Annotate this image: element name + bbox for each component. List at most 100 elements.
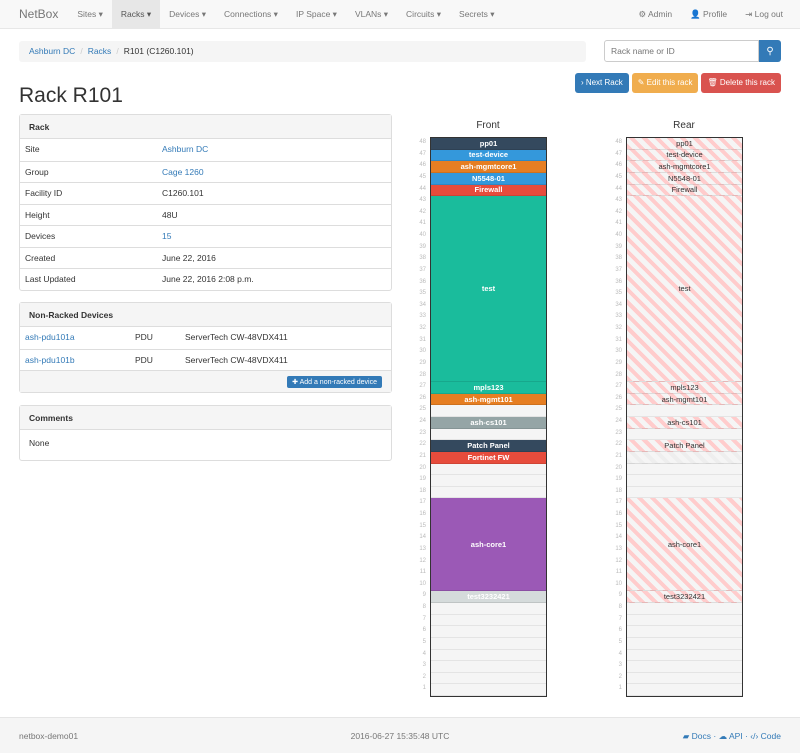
gear-icon: ⚙ xyxy=(638,8,647,19)
rear-device-ash-cs101[interactable]: ash-cs101 xyxy=(627,417,742,429)
front-device-pp01[interactable]: pp01 xyxy=(431,138,546,150)
nav-admin[interactable]: ⚙ Admin xyxy=(629,0,681,29)
add-non-racked-device-button[interactable]: ✚ Add a non-racked device xyxy=(287,375,382,388)
unit-number: 42 xyxy=(615,208,622,215)
unit-number: 4 xyxy=(422,650,426,657)
rear-device-ash-mgmtcore1[interactable]: ash-mgmtcore1 xyxy=(627,161,742,173)
rack-panel-heading: Rack xyxy=(20,115,391,139)
unit-number: 13 xyxy=(615,545,622,552)
device-link[interactable]: ash-pdu101b xyxy=(25,354,75,365)
comments-heading: Comments xyxy=(20,406,391,430)
code-link[interactable]: ‹/› Code xyxy=(750,731,781,741)
front-device-ash-mgmtcore1[interactable]: ash-mgmtcore1 xyxy=(431,161,546,173)
unit-number: 36 xyxy=(615,278,622,285)
unit-number: 32 xyxy=(615,325,622,331)
unit-number: 41 xyxy=(615,220,622,227)
unit-number: 23 xyxy=(419,429,426,436)
device-label: test3232421 xyxy=(663,592,706,602)
unit-number: 38 xyxy=(419,255,426,262)
search-button[interactable]: ⚲ xyxy=(759,40,781,62)
unit-number: 17 xyxy=(615,499,622,506)
front-device-ash-cs101[interactable]: ash-cs101 xyxy=(431,417,546,429)
front-device-fortinet-fw[interactable]: Fortinet FW xyxy=(431,451,546,464)
unit-number: 14 xyxy=(615,534,622,541)
edit-rack-button[interactable]: ✎ Edit this rack xyxy=(631,73,699,93)
nav-profile[interactable]: 👤 Profile xyxy=(681,0,736,29)
rack-unit xyxy=(627,487,742,499)
rack-rear: pp01 test-device ash-mgmtcore1 N5548-01 Fire… xyxy=(626,137,743,697)
rack-unit xyxy=(431,684,546,696)
rear-device-ash-mgmt101[interactable]: ash-mgmt101 xyxy=(627,393,742,406)
nav-devices[interactable]: Devices ▾ xyxy=(169,8,207,19)
unit-number: 20 xyxy=(419,464,426,471)
rear-device-n5548-01[interactable]: N5548-01 xyxy=(627,172,742,185)
rear-device-test3232421[interactable]: test3232421 xyxy=(627,591,742,603)
rear-device-test-device[interactable]: test-device xyxy=(627,149,742,162)
device-link[interactable]: ash-pdu101a xyxy=(25,332,75,342)
unit-number: 28 xyxy=(419,371,426,378)
nav-label: Circuits xyxy=(406,8,435,19)
rear-device-ash-core1[interactable]: ash-core1 xyxy=(627,498,742,592)
front-title: Front xyxy=(476,120,500,131)
front-device-n5548-01[interactable]: N5548-01 xyxy=(431,172,546,185)
unit-number: 18 xyxy=(419,487,426,494)
breadcrumb-current: R101 (C1260.101) xyxy=(123,46,194,56)
front-device-test[interactable]: test xyxy=(431,196,546,383)
nav-log-out[interactable]: ⇥ Log out xyxy=(736,0,792,29)
front-device-patch-panel[interactable]: Patch Panel xyxy=(431,440,546,452)
rear-device-test[interactable]: test xyxy=(627,196,742,383)
device-type: ServerTech CW-48VDX411 xyxy=(185,332,288,342)
device-label: test3232421 xyxy=(467,592,510,602)
unit-number: 27 xyxy=(615,383,622,390)
attr-value[interactable]: Ashburn DC xyxy=(162,144,209,154)
rack-unit xyxy=(431,603,546,615)
nav-sites[interactable]: Sites ▾ xyxy=(77,8,103,19)
next-rack-button[interactable]: › Next Rack xyxy=(574,73,629,93)
front-device-ash-mgmt101[interactable]: ash-mgmt101 xyxy=(431,393,546,406)
attr-value[interactable]: 15 xyxy=(162,231,172,241)
attr-value[interactable]: Cage 1260 xyxy=(162,166,204,177)
breadcrumb-racks[interactable]: Racks xyxy=(87,46,112,56)
device-label: test xyxy=(678,284,691,294)
front-device-firewall[interactable]: Firewall xyxy=(431,184,546,197)
unit-number: 14 xyxy=(419,534,426,541)
nav-secrets[interactable]: Secrets ▾ xyxy=(459,8,495,19)
device-role: PDU xyxy=(135,332,153,342)
nav-label: Devices xyxy=(169,8,200,19)
front-device-ash-core1[interactable]: ash-core1 xyxy=(431,498,546,592)
attr-label: Devices xyxy=(25,231,56,241)
unit-number: 28 xyxy=(615,371,622,378)
unit-number: 46 xyxy=(419,162,426,169)
rack-search-input[interactable] xyxy=(604,40,759,62)
front-device-test-device[interactable]: test-device xyxy=(431,149,546,162)
nav-ip-space[interactable]: IP Space ▾ xyxy=(295,8,337,19)
nav-circuits[interactable]: Circuits ▾ xyxy=(406,8,442,19)
device-label: ash-mgmt101 xyxy=(661,394,708,404)
breadcrumb-site[interactable]: Ashburn DC xyxy=(29,46,76,56)
unit-number: 30 xyxy=(419,348,426,355)
device-label: pp01 xyxy=(479,138,498,148)
docs-link[interactable]: ▰ Docs xyxy=(682,731,712,741)
delete-rack-button[interactable]: 🗑 Delete this rack xyxy=(701,73,781,93)
unit-number: 7 xyxy=(422,615,426,622)
front-device-mpls123[interactable]: mpls123 xyxy=(431,382,546,394)
unit-number: 16 xyxy=(615,511,622,517)
unit-number: 39 xyxy=(615,243,622,250)
unit-number: 13 xyxy=(419,545,426,552)
device-label: ash-core1 xyxy=(470,539,507,549)
nav-racks[interactable]: Racks ▾ xyxy=(111,0,161,29)
attr-value: C1260.101 xyxy=(162,188,204,198)
rear-device-mpls123[interactable]: mpls123 xyxy=(627,382,742,394)
front-device-test3232421[interactable]: test3232421 xyxy=(431,591,546,603)
rear-device-firewall[interactable]: Firewall xyxy=(627,184,742,197)
rear-device-fortinet-fw[interactable] xyxy=(627,451,742,464)
nav-vlans[interactable]: VLANs ▾ xyxy=(354,8,389,19)
device-label: Firewall xyxy=(671,185,698,195)
api-link[interactable]: ☁ API xyxy=(718,731,743,741)
rear-device-patch-panel[interactable]: Patch Panel xyxy=(627,440,742,452)
unit-number: 33 xyxy=(615,313,622,320)
brand-logo[interactable]: NetBox xyxy=(19,7,59,21)
unit-number: 37 xyxy=(419,266,426,273)
rear-device-pp01[interactable]: pp01 xyxy=(627,138,742,150)
nav-connections[interactable]: Connections ▾ xyxy=(224,8,278,19)
